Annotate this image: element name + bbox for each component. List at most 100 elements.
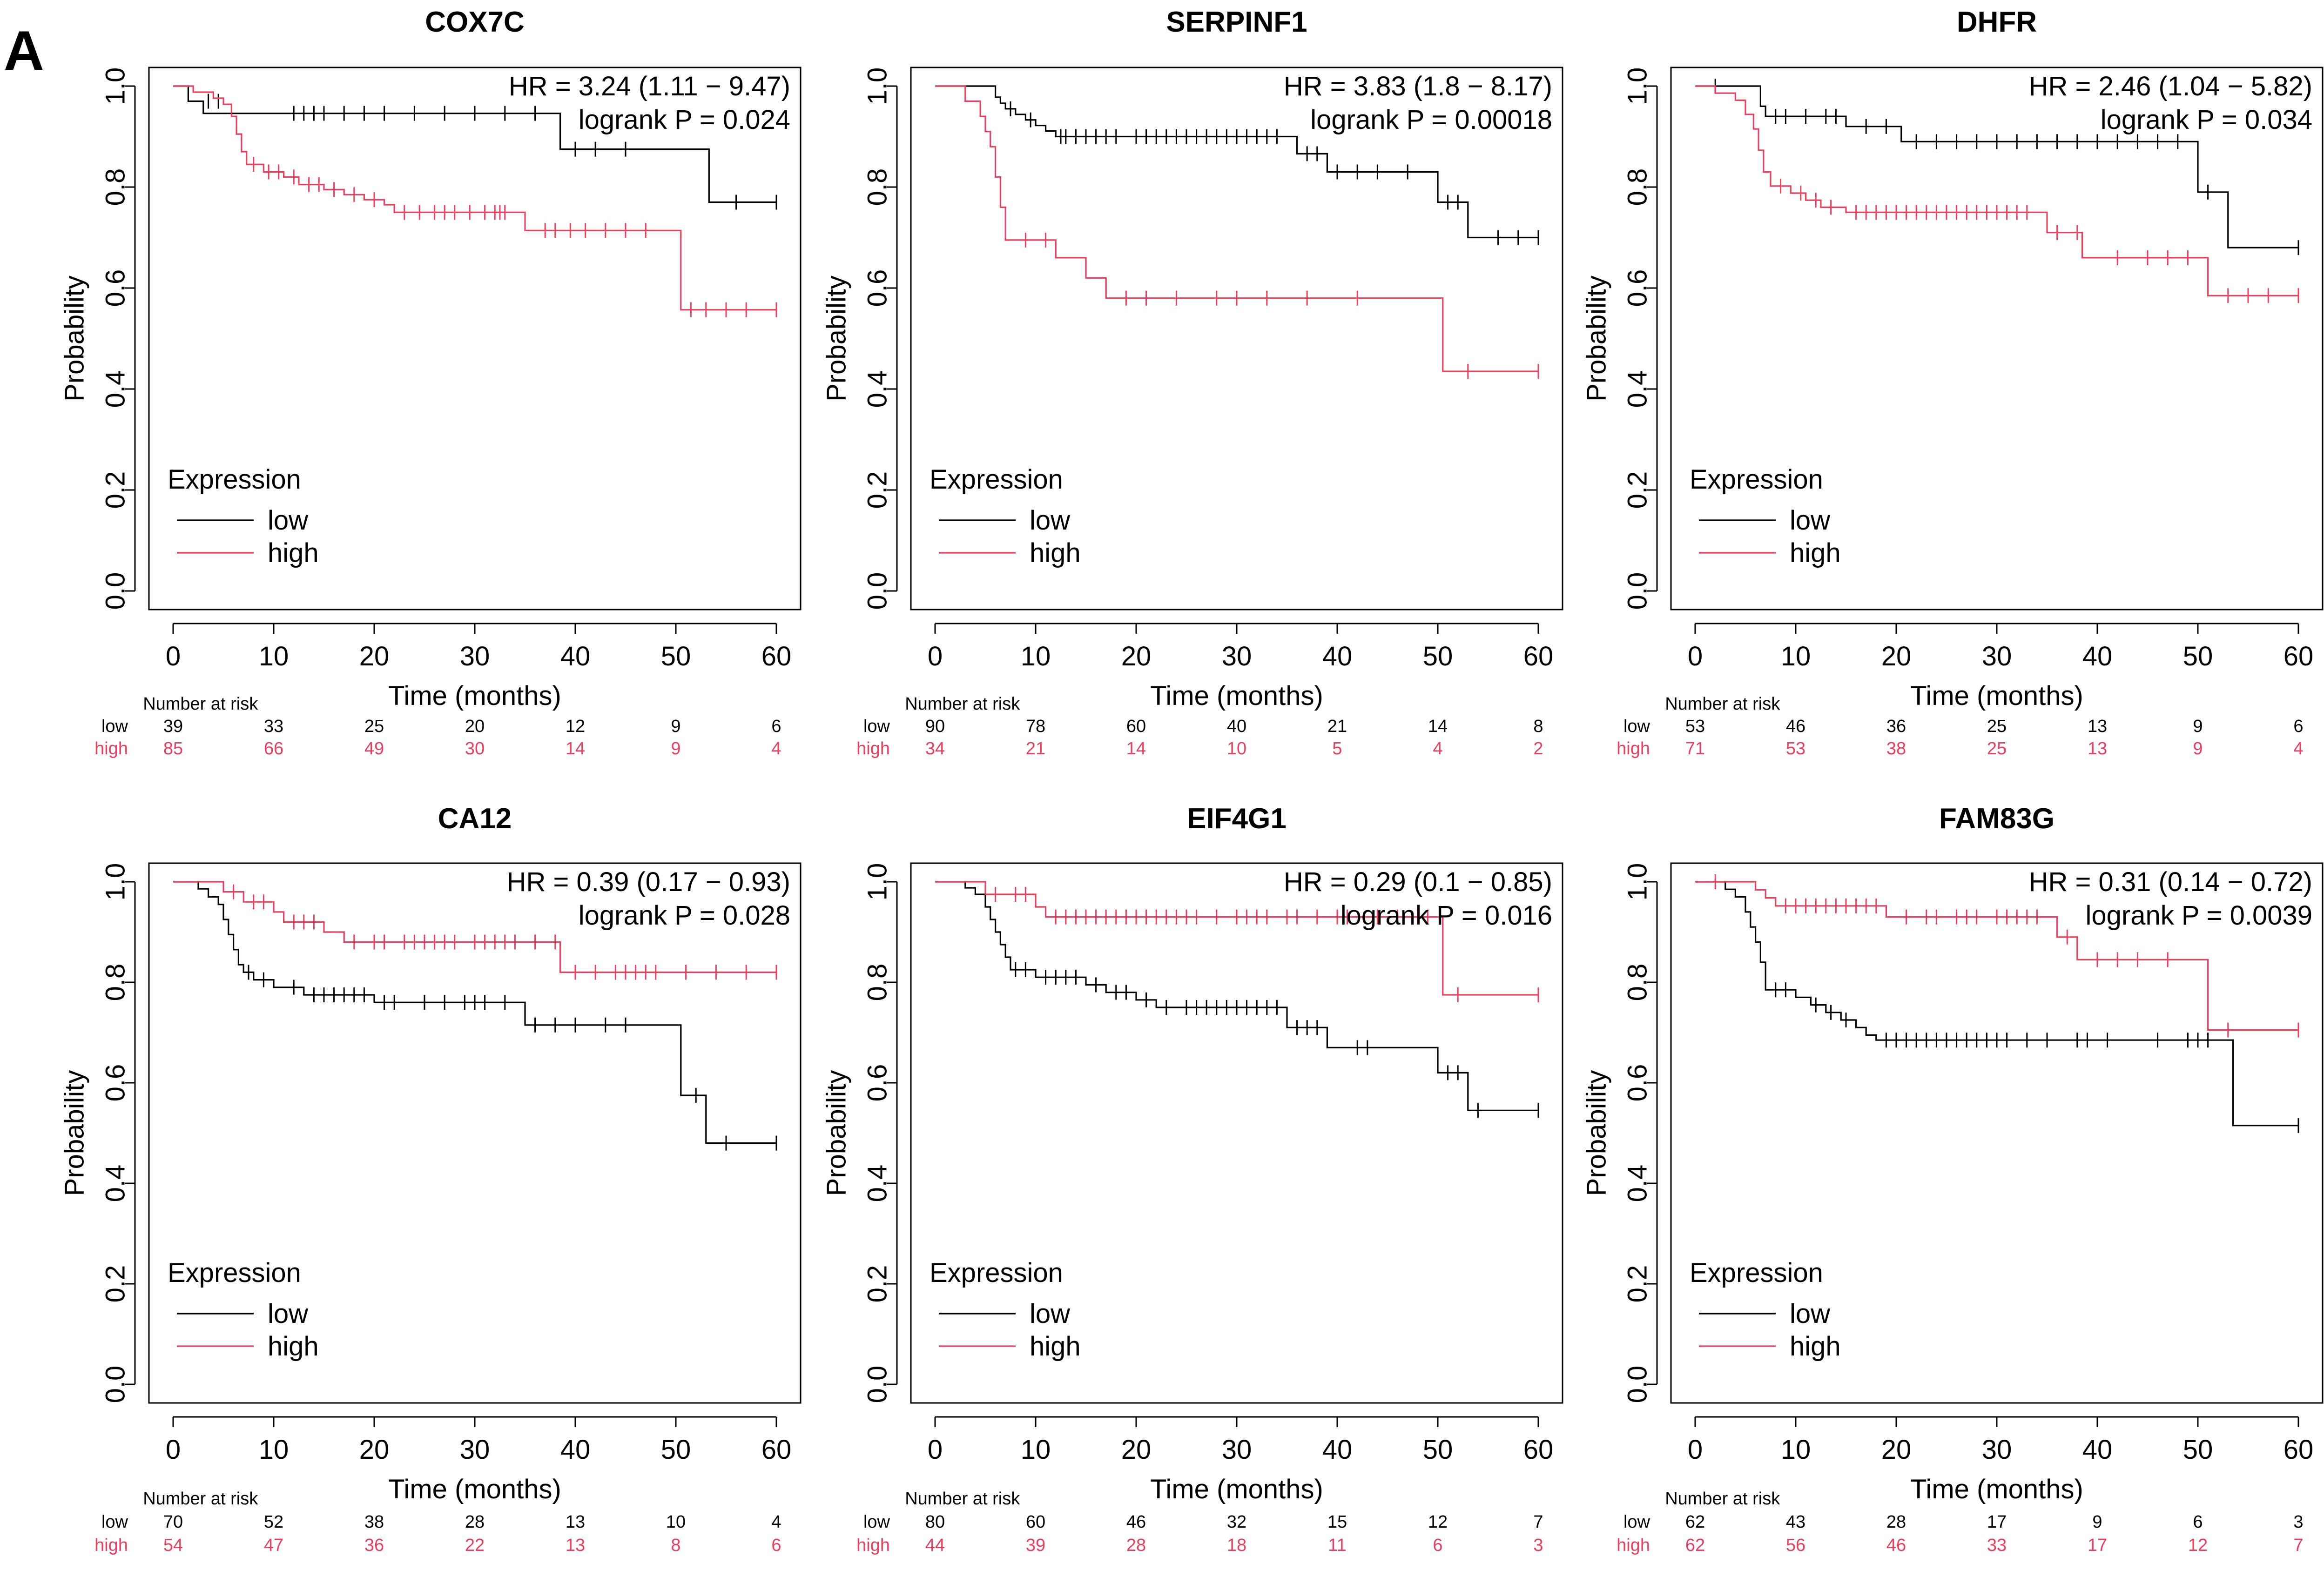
y-tick-label: 0.8 <box>101 964 131 1001</box>
x-axis-label: Time (months) <box>1150 1474 1323 1504</box>
risk-count-high: 28 <box>1126 1536 1146 1555</box>
risk-count-low: 9 <box>2092 1512 2102 1532</box>
risk-table-title: Number at risk <box>143 1489 258 1509</box>
survival-curve-low <box>1695 881 2298 1127</box>
risk-count-low: 78 <box>1026 717 1045 736</box>
y-tick-label: 0.2 <box>1623 1265 1653 1303</box>
risk-count-low: 39 <box>163 717 183 736</box>
survival-curve-high <box>935 881 1538 996</box>
x-tick-label: 30 <box>1222 1435 1252 1465</box>
y-tick-label: 0.0 <box>101 572 131 610</box>
logrank-annotation: logrank P = 0.024 <box>579 105 790 135</box>
legend-title: Expression <box>1690 1258 1823 1288</box>
x-tick-label: 0 <box>166 1435 181 1465</box>
y-tick-label: 0.4 <box>1623 1165 1653 1202</box>
risk-count-high: 33 <box>1987 1536 2007 1555</box>
risk-count-high: 47 <box>264 1536 283 1555</box>
x-tick-label: 40 <box>560 1435 591 1465</box>
survival-curve-low <box>935 881 1538 1111</box>
legend-label-low: low <box>268 1299 309 1329</box>
risk-count-high: 62 <box>1685 1536 1705 1555</box>
risk-row-label-high: high <box>1617 739 1650 758</box>
risk-count-high: 4 <box>1433 739 1442 758</box>
y-axis-label: Probability <box>1582 275 1612 402</box>
risk-count-low: 6 <box>771 717 781 736</box>
km-panel-ca12: CA12 0 10 20 30 40 50 60 Time (months) 0.0 0.2 0.4 0… <box>60 803 802 1555</box>
y-tick-label: 0.4 <box>1623 370 1653 408</box>
risk-count-high: 36 <box>364 1536 384 1555</box>
y-tick-label: 0.2 <box>101 471 131 509</box>
risk-count-low: 12 <box>1428 1512 1448 1532</box>
x-axis-label: Time (months) <box>1910 1474 2083 1504</box>
y-tick-label: 0.2 <box>1623 471 1653 509</box>
y-tick-label: 0.0 <box>1623 1366 1653 1403</box>
y-axis-label: Probability <box>60 1070 90 1196</box>
risk-count-low: 17 <box>1987 1512 2007 1532</box>
y-tick-label: 0.6 <box>1623 269 1653 307</box>
risk-count-low: 32 <box>1227 1512 1246 1532</box>
survival-curve-high <box>1695 881 2298 1031</box>
x-tick-label: 30 <box>1222 641 1252 671</box>
legend-label-high: high <box>1030 538 1081 568</box>
y-tick-label: 1.0 <box>1623 67 1653 105</box>
risk-count-low: 13 <box>566 1512 585 1532</box>
risk-row-label-high: high <box>94 1536 128 1555</box>
x-tick-label: 10 <box>1021 1435 1051 1465</box>
risk-count-high: 6 <box>1433 1536 1442 1555</box>
risk-count-high: 4 <box>771 739 781 758</box>
legend-label-high: high <box>1790 538 1841 568</box>
y-tick-label: 0.2 <box>862 1265 893 1303</box>
risk-table-title: Number at risk <box>905 1489 1020 1509</box>
y-tick-label: 0.4 <box>862 1165 893 1202</box>
chart-title: COX7C <box>425 6 525 38</box>
y-tick-label: 1.0 <box>101 67 131 105</box>
x-tick-label: 10 <box>1781 1435 1811 1465</box>
x-tick-label: 50 <box>1423 641 1453 671</box>
x-tick-label: 50 <box>661 1435 691 1465</box>
logrank-annotation: logrank P = 0.034 <box>2101 105 2312 135</box>
risk-count-low: 9 <box>671 717 680 736</box>
y-tick-label: 0.6 <box>101 269 131 307</box>
x-tick-label: 10 <box>1781 641 1811 671</box>
risk-row-label-low: low <box>101 1512 128 1532</box>
chart-title: FAM83G <box>1939 803 2055 835</box>
x-tick-label: 60 <box>1523 641 1554 671</box>
risk-count-low: 46 <box>1126 1512 1146 1532</box>
logrank-annotation: logrank P = 0.016 <box>1341 900 1552 931</box>
risk-count-high: 13 <box>566 1536 585 1555</box>
y-tick-label: 0.8 <box>1623 964 1653 1001</box>
x-tick-label: 10 <box>259 641 289 671</box>
y-tick-label: 0.6 <box>101 1064 131 1102</box>
x-tick-label: 30 <box>460 1435 490 1465</box>
risk-count-low: 28 <box>465 1512 485 1532</box>
y-tick-label: 0.0 <box>862 1366 893 1403</box>
hr-annotation: HR = 2.46 (1.04 − 5.82) <box>2029 71 2312 101</box>
risk-count-low: 3 <box>2293 1512 2303 1532</box>
risk-count-low: 20 <box>465 717 485 736</box>
x-tick-label: 40 <box>1322 1435 1353 1465</box>
plot-frame <box>910 67 1563 611</box>
risk-count-high: 34 <box>925 739 945 758</box>
risk-count-low: 40 <box>1227 717 1246 736</box>
risk-row-label-low: low <box>863 717 890 736</box>
x-tick-label: 20 <box>359 1435 390 1465</box>
y-axis-label: Probability <box>822 275 852 402</box>
risk-count-high: 9 <box>671 739 680 758</box>
x-tick-label: 20 <box>1121 1435 1152 1465</box>
y-tick-label: 0.6 <box>1623 1064 1653 1102</box>
x-tick-label: 30 <box>1982 641 2012 671</box>
risk-count-high: 25 <box>1987 739 2007 758</box>
risk-count-low: 60 <box>1026 1512 1045 1532</box>
risk-count-high: 11 <box>1328 1536 1346 1555</box>
hr-annotation: HR = 0.29 (0.1 − 0.85) <box>1284 867 1552 897</box>
hr-annotation: HR = 3.83 (1.8 − 8.17) <box>1284 71 1552 101</box>
risk-count-high: 53 <box>1786 739 1805 758</box>
x-tick-label: 60 <box>2284 641 2314 671</box>
risk-row-label-high: high <box>94 739 128 758</box>
y-tick-label: 0.6 <box>862 1064 893 1102</box>
x-tick-label: 40 <box>1322 641 1353 671</box>
risk-count-high: 8 <box>671 1536 680 1555</box>
survival-curve-low <box>1695 85 2298 248</box>
